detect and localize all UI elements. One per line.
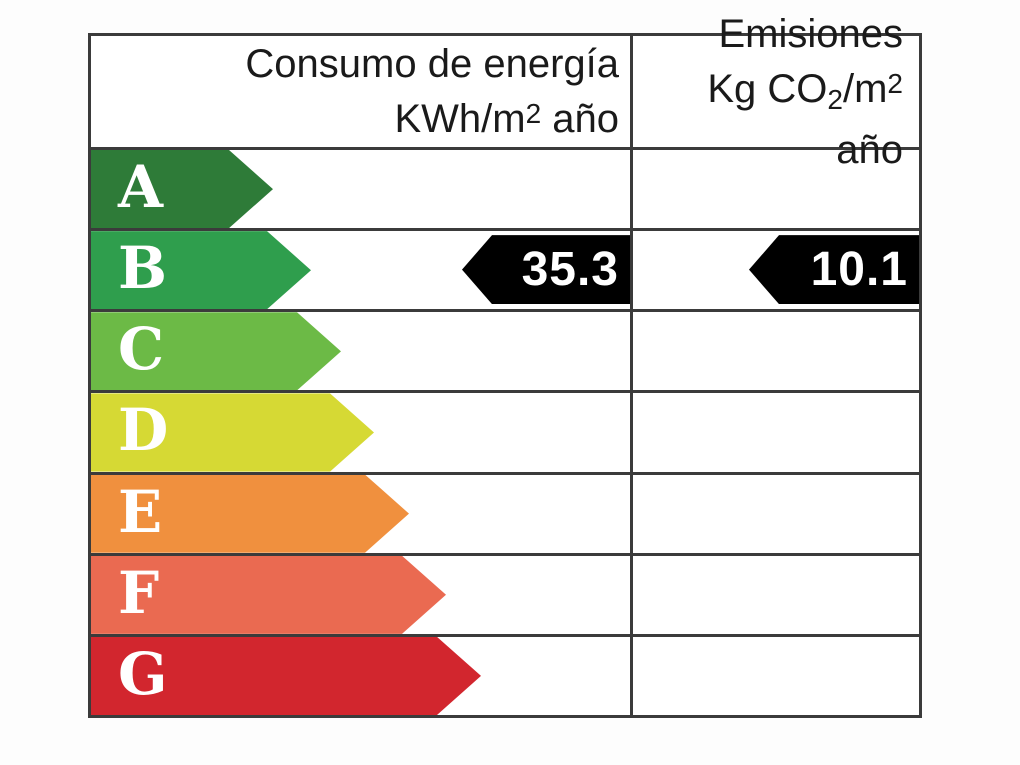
rating-bar-g: G: [91, 637, 481, 715]
rating-letter-b: B: [118, 234, 168, 303]
rating-row-e: E: [91, 475, 919, 556]
table-header: Consumo de energía KWh/m2 año Emisiones …: [91, 12, 919, 172]
rating-letter-f: F: [118, 558, 160, 627]
emissions-value: 10.1: [810, 243, 908, 297]
rating-row-b: B 35.3 10.1: [91, 231, 919, 313]
rating-row-g: G: [91, 637, 919, 715]
emissions-value-pointer: 10.1: [749, 235, 919, 305]
rating-letter-e: E: [118, 477, 163, 546]
emissions-header-line2: Kg CO2/m2 año: [707, 66, 903, 172]
rating-bar-f: F: [91, 556, 446, 634]
consumption-column-header: Consumo de energía KWh/m2 año: [91, 36, 633, 147]
rating-letter-a: A: [118, 153, 164, 222]
consumption-value: 35.3: [521, 243, 619, 297]
rating-bar-b: B: [91, 231, 311, 309]
rating-bar-e: E: [91, 475, 409, 553]
rating-letter-g: G: [118, 639, 168, 708]
rating-bar-a: A: [91, 150, 273, 228]
emissions-column-header: Emisiones Kg CO2/m2 año: [633, 12, 919, 172]
rating-row-a: A: [91, 150, 919, 232]
superscript-2: 2: [525, 98, 542, 129]
rating-letter-d: D: [118, 396, 169, 465]
subscript-2: 2: [827, 83, 843, 115]
emissions-header-line1: Emisiones: [718, 11, 903, 56]
rating-rows: A B 35.3 10.1 C: [91, 150, 919, 715]
rating-row-f: F: [91, 556, 919, 637]
column-divider: [630, 36, 633, 715]
consumption-header-line1: Consumo de energía: [245, 42, 619, 86]
energy-rating-table: Consumo de energía KWh/m2 año Emisiones …: [88, 12, 922, 718]
rating-bar-d: D: [91, 393, 374, 471]
rating-row-c: C: [91, 312, 919, 394]
consumption-header-line2: KWh/m2 año: [394, 97, 619, 141]
rating-bar-c: C: [91, 312, 341, 390]
consumption-value-pointer: 35.3: [462, 235, 630, 305]
superscript-2: 2: [887, 67, 903, 99]
rating-letter-c: C: [118, 315, 165, 384]
rating-row-d: D: [91, 393, 919, 475]
